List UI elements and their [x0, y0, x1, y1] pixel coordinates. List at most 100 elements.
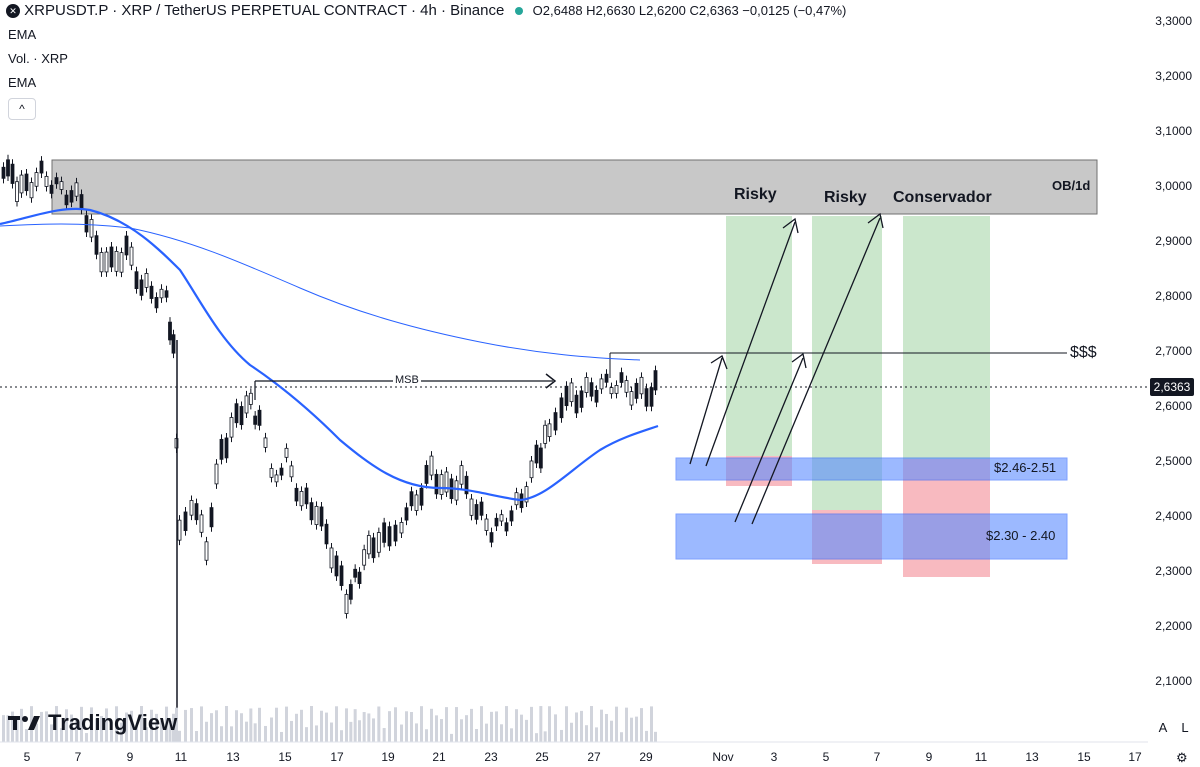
indicator-ema-1[interactable]: EMA — [8, 27, 37, 42]
volume-bar — [650, 706, 653, 742]
volume-bar — [340, 730, 343, 742]
volume-bar — [377, 706, 381, 742]
entry-zone-upper[interactable] — [675, 457, 1068, 481]
volume-bar — [100, 715, 103, 742]
volume-bar — [85, 733, 88, 742]
candle-body — [204, 541, 209, 561]
price-axis-label: 3,2000 — [1155, 69, 1192, 83]
volume-bar — [600, 709, 603, 742]
volume-bar — [554, 714, 557, 742]
conservador-target-zone[interactable] — [903, 216, 990, 459]
candle-body — [114, 251, 119, 272]
msb-arrow-head — [545, 373, 557, 389]
volume-bar — [620, 732, 623, 742]
volume-series — [2, 706, 657, 742]
candle-body — [353, 568, 358, 578]
candle-body — [149, 285, 154, 299]
candle-body — [604, 373, 609, 383]
volume-bar — [105, 708, 108, 742]
candle-body — [244, 395, 249, 414]
volume-bar — [580, 710, 583, 742]
volume-bar — [178, 730, 181, 742]
msb-label: MSB — [393, 374, 421, 386]
volume-bar — [290, 720, 293, 742]
candle-body — [289, 465, 294, 478]
candle-body — [559, 397, 564, 419]
volume-bar — [125, 712, 128, 742]
volume-bar — [625, 707, 628, 742]
tradingview-logo-text: TradingView — [48, 710, 178, 735]
volume-bar — [165, 706, 168, 742]
time-axis-label: 21 — [432, 750, 446, 764]
entry-zone-lower[interactable] — [675, 513, 1068, 560]
candle-body — [154, 297, 159, 309]
volume-bar — [345, 708, 348, 742]
volume-bar — [285, 706, 288, 742]
symbol-icon: ✕ — [6, 4, 20, 19]
volume-bar — [130, 710, 133, 742]
candle-body — [54, 177, 59, 185]
price-axis-label: 3,0000 — [1155, 179, 1192, 193]
volume-bar — [315, 725, 318, 742]
candle-body — [609, 387, 614, 395]
candle-body — [464, 475, 469, 495]
volume-bar — [420, 706, 423, 742]
time-axis-label: 15 — [1077, 750, 1091, 764]
volume-bar — [570, 722, 573, 742]
volume-bar — [310, 706, 313, 742]
candle-body — [409, 491, 414, 507]
entry-zone-upper-label: $2.46-2.51 — [994, 460, 1057, 475]
candle-body — [84, 215, 89, 233]
volume-bar — [382, 728, 386, 742]
volume-bar — [184, 709, 187, 742]
volume-bar — [55, 706, 58, 742]
order-block-zone[interactable] — [51, 159, 1098, 215]
auto-scale-button[interactable]: A — [1158, 720, 1168, 735]
candle-body — [89, 219, 94, 238]
candle-body — [387, 526, 392, 547]
candle-body — [439, 474, 444, 495]
log-scale-button[interactable]: L — [1181, 720, 1189, 735]
candle-body — [274, 474, 279, 483]
candle-body — [248, 392, 253, 405]
candle-body — [319, 506, 324, 527]
candle-body — [404, 507, 409, 521]
indicator-ema-2[interactable]: EMA — [8, 75, 37, 90]
candle-body — [109, 246, 114, 268]
liquidity-label: $$$ — [1070, 344, 1097, 361]
candle-body — [24, 173, 29, 192]
volume-bar — [495, 711, 498, 742]
candle-body — [474, 504, 479, 520]
collapse-legend-button[interactable]: ^ — [8, 98, 36, 120]
candle-body — [329, 547, 334, 569]
candle-body — [94, 235, 99, 255]
candle-body — [469, 498, 474, 516]
candle-body — [614, 385, 619, 394]
candle-body — [362, 549, 367, 566]
settings-gear-icon[interactable]: ⚙ — [1176, 750, 1188, 765]
volume-bar — [15, 719, 19, 742]
volume-bar — [480, 706, 483, 742]
volume-bar — [349, 721, 353, 742]
indicator-volume[interactable]: Vol. · XRP — [8, 51, 68, 66]
tradingview-logo[interactable]: TradingView — [8, 710, 177, 736]
volume-bar — [175, 707, 178, 742]
volume-bar — [115, 706, 118, 742]
volume-bar — [330, 722, 333, 742]
volume-bar — [200, 706, 203, 742]
symbol-legend[interactable]: ✕ XRPUSDT.P · XRP / TetherUS PERPETUAL C… — [6, 2, 846, 19]
time-axis-label: 11 — [974, 750, 988, 764]
candle-body — [294, 487, 299, 502]
volume-bar — [258, 707, 261, 742]
volume-bar — [240, 713, 243, 742]
volume-bar — [295, 713, 298, 742]
volume-bar — [275, 707, 278, 742]
volume-bar — [215, 710, 218, 742]
candle-body — [547, 423, 552, 438]
volume-bar — [230, 726, 233, 742]
candle-body — [309, 502, 314, 521]
candle-body — [584, 377, 589, 393]
risky1-target-zone[interactable] — [726, 216, 792, 456]
candle-body — [489, 532, 494, 543]
